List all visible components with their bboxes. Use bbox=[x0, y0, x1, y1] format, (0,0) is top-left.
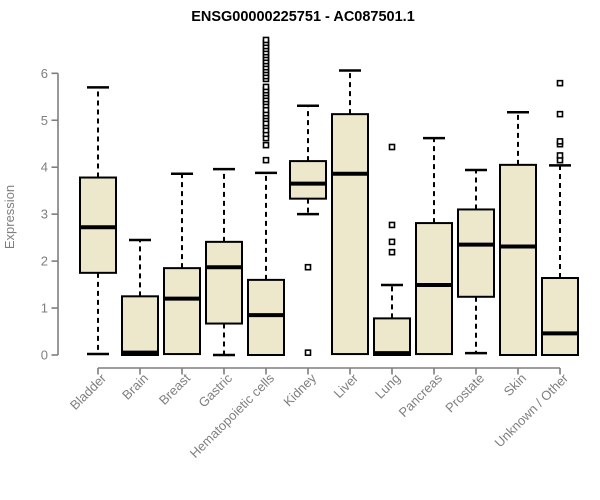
x-tick-label-pancreas: Pancreas bbox=[396, 370, 446, 420]
box-brain bbox=[121, 238, 159, 356]
x-tick-label-gastric: Gastric bbox=[195, 370, 235, 410]
iqr-box bbox=[499, 163, 537, 356]
iqr-box bbox=[205, 240, 243, 325]
outlier-point bbox=[304, 263, 312, 271]
box-unknown-other bbox=[541, 79, 579, 357]
box-kidney bbox=[289, 104, 327, 356]
outlier-point bbox=[262, 141, 270, 149]
outlier-point bbox=[304, 349, 312, 356]
box-pancreas bbox=[415, 136, 453, 356]
x-tick-label-skin: Skin bbox=[501, 371, 529, 399]
x-tick-label-bladder: Bladder bbox=[67, 370, 110, 413]
plot-area bbox=[79, 36, 579, 357]
outlier-point bbox=[388, 143, 396, 151]
box-skin bbox=[499, 111, 537, 356]
x-tick-label-prostate: Prostate bbox=[442, 371, 487, 416]
iqr-box bbox=[79, 176, 117, 274]
chart-title: ENSG00000225751 - AC087501.1 bbox=[191, 9, 415, 25]
y-tick-label: 4 bbox=[41, 160, 48, 175]
iqr-box bbox=[415, 222, 453, 356]
outlier-point bbox=[556, 110, 564, 118]
y-tick-label: 0 bbox=[41, 348, 48, 363]
box-bladder bbox=[79, 86, 117, 356]
box-prostate bbox=[457, 168, 495, 355]
x-tick-label-kidney: Kidney bbox=[280, 370, 319, 409]
outlier-point bbox=[262, 156, 270, 164]
x-tick-label-liver: Liver bbox=[331, 370, 362, 401]
outlier-point bbox=[556, 152, 564, 159]
outlier-point bbox=[388, 248, 396, 256]
box-breast bbox=[163, 172, 201, 356]
x-tick-label-unknown-other: Unknown / Other bbox=[492, 370, 572, 450]
outlier-point bbox=[262, 36, 270, 44]
x-tick-label-brain: Brain bbox=[119, 371, 151, 403]
outlier-point bbox=[388, 238, 396, 246]
x-tick-label-lung: Lung bbox=[372, 371, 403, 402]
iqr-box bbox=[373, 317, 411, 356]
iqr-box bbox=[541, 277, 579, 357]
y-tick-label: 2 bbox=[41, 254, 48, 269]
iqr-box bbox=[121, 295, 159, 356]
box-hematopoietic-cells bbox=[247, 36, 285, 357]
iqr-box bbox=[289, 160, 327, 200]
y-tick-label: 3 bbox=[41, 207, 48, 222]
outlier-point bbox=[556, 138, 564, 145]
y-axis-title: Expression bbox=[2, 185, 17, 249]
y-tick-label: 1 bbox=[41, 301, 48, 316]
iqr-box bbox=[331, 113, 369, 356]
iqr-box bbox=[457, 208, 495, 298]
box-lung bbox=[373, 143, 411, 356]
y-tick-label: 6 bbox=[41, 66, 48, 81]
x-tick-label-breast: Breast bbox=[156, 370, 193, 407]
outlier-point bbox=[262, 83, 270, 91]
box-liver bbox=[331, 69, 369, 356]
box-gastric bbox=[205, 167, 243, 357]
iqr-box bbox=[247, 278, 285, 357]
iqr-box bbox=[163, 267, 201, 356]
y-tick-label: 5 bbox=[41, 113, 48, 128]
outlier-point bbox=[556, 79, 564, 87]
outlier-point bbox=[388, 221, 396, 229]
